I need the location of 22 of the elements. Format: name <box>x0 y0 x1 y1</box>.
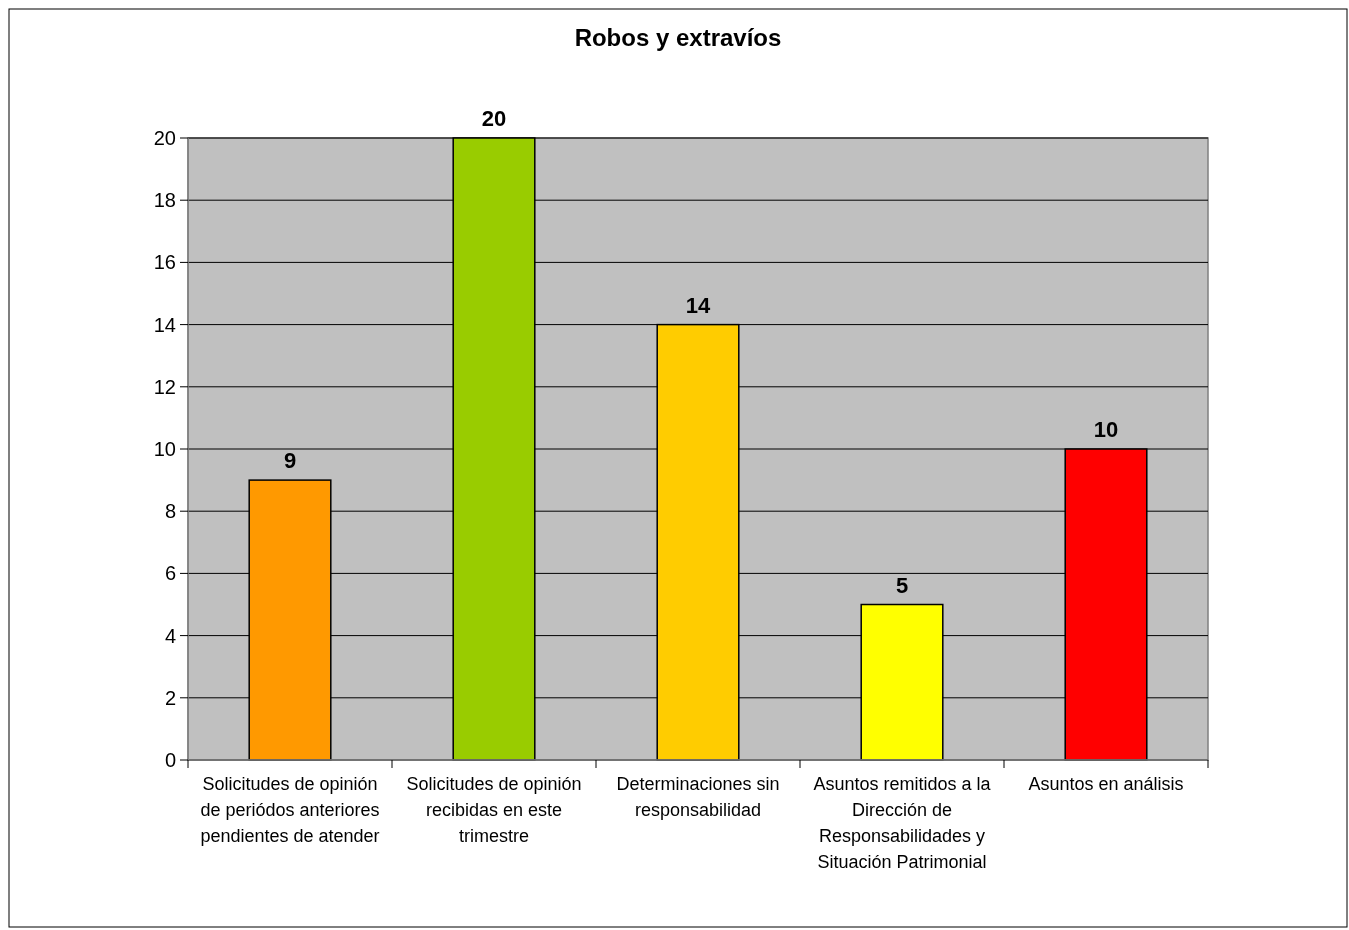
y-tick-label: 12 <box>153 375 176 398</box>
data-label: 14 <box>685 292 711 318</box>
y-tick-label: 2 <box>164 686 176 709</box>
y-tick-label: 18 <box>153 189 176 212</box>
x-tick-label: Solicitudes de opinión de periódos anteriores pendientes de atender <box>200 774 380 846</box>
y-tick-label: 0 <box>164 749 176 771</box>
x-tick-label: Asuntos remitidos a la Dirección de Responsabilidades y Situación Patrimonial <box>813 774 992 872</box>
y-tick-label: 6 <box>164 562 176 585</box>
data-label: 5 <box>895 572 909 598</box>
x-tick-label: Solicitudes de opinión recibidas en este trimestre <box>406 774 582 846</box>
y-tick-label: 10 <box>153 438 176 460</box>
y-tick-label: 8 <box>164 500 176 523</box>
x-tick-label: Determinaciones sin responsabilidad <box>616 774 780 820</box>
data-label: 20 <box>481 106 507 131</box>
data-label: 9 <box>283 448 297 474</box>
chart-title: Robos y extravíos <box>574 24 782 51</box>
y-tick-label: 4 <box>164 624 176 647</box>
y-tick-label: 16 <box>153 251 176 274</box>
y-tick-label: 14 <box>153 313 176 336</box>
data-label: 10 <box>1093 417 1119 442</box>
x-tick-label: Asuntos en análisis <box>1028 774 1184 794</box>
y-tick-label: 20 <box>153 127 176 149</box>
